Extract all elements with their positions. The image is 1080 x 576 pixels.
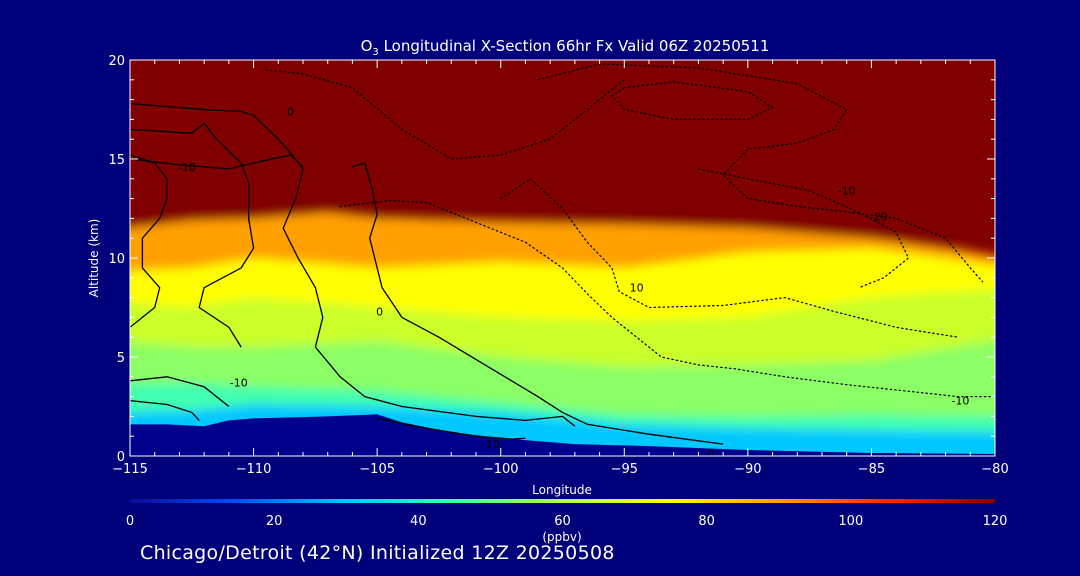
colorbar-tick-label: 60 xyxy=(554,514,571,529)
x-tick-label: −80 xyxy=(981,462,1008,477)
chart-title: O3 Longitudinal X-Section 66hr Fx Valid … xyxy=(361,37,770,58)
x-axis: −115 −110 −105 −100 −95 −90 −85 −80 xyxy=(112,60,1009,477)
plot-area: 0 -10 0 -10 -10 0 -10 -20 10 -10 xyxy=(130,60,995,461)
contour-line xyxy=(130,154,304,170)
colorbar-tick-label: 40 xyxy=(410,514,427,529)
y-axis: 0 5 10 15 20 xyxy=(108,54,995,465)
contour-label: 0 xyxy=(287,105,294,118)
contour-line xyxy=(130,102,576,427)
colorbar-tick-label: 120 xyxy=(983,514,1008,529)
contour-label: -10 xyxy=(838,185,856,198)
contour-lines xyxy=(130,63,995,445)
contour-line xyxy=(130,399,200,421)
x-tick-label: −115 xyxy=(112,462,148,477)
x-tick-label: −110 xyxy=(236,462,272,477)
x-tick-label: −90 xyxy=(734,462,761,477)
x-tick-label: −85 xyxy=(858,462,885,477)
contour-label: 10 xyxy=(630,282,644,295)
contour-labels: 0 -10 0 -10 -10 0 -10 -20 10 -10 xyxy=(178,105,970,461)
contour-line xyxy=(376,417,526,440)
colorbar-tick-label: 0 xyxy=(126,514,134,529)
contour-line xyxy=(265,69,625,160)
terrain-mask xyxy=(130,414,995,456)
contour-label: 0 xyxy=(707,448,714,461)
colorbar-gradient xyxy=(130,499,995,503)
contour-label: -10 xyxy=(482,438,500,451)
contour-line xyxy=(500,178,959,338)
contour-line xyxy=(130,122,255,348)
colorbar: 0 20 40 60 80 100 120 (ppbv) xyxy=(126,499,1008,544)
contour-line xyxy=(130,154,168,328)
contour-label: 0 xyxy=(376,305,383,318)
colorbar-tick-label: 80 xyxy=(698,514,715,529)
x-tick-label: −100 xyxy=(483,462,519,477)
y-tick-label: 0 xyxy=(117,450,125,465)
y-axis-label: Altitude (km) xyxy=(87,219,101,298)
colorbar-tick-label: 20 xyxy=(266,514,283,529)
contour-line xyxy=(610,81,774,120)
contour-line xyxy=(130,376,230,408)
y-tick-label: 10 xyxy=(108,252,125,267)
contour-label: -10 xyxy=(230,377,248,390)
contour-line xyxy=(352,162,724,445)
caption: Chicago/Detroit (42°N) Initialized 12Z 2… xyxy=(140,542,615,564)
x-axis-label: Longitude xyxy=(532,483,592,497)
colorbar-ticks: 0 20 40 60 80 100 120 xyxy=(126,514,1008,529)
x-tick-label: −105 xyxy=(359,462,395,477)
contour-label: -20 xyxy=(870,210,888,223)
contour-line xyxy=(537,63,984,283)
colorbar-unit: (ppbv) xyxy=(542,530,581,544)
contour-label: -10 xyxy=(178,161,196,174)
x-tick-label: −95 xyxy=(611,462,638,477)
contour-label: -10 xyxy=(951,395,969,408)
colorbar-tick-label: 100 xyxy=(838,514,863,529)
contour-line xyxy=(339,199,995,398)
y-tick-label: 5 xyxy=(117,351,125,366)
y-tick-label: 15 xyxy=(108,153,125,168)
y-tick-label: 20 xyxy=(108,54,125,69)
